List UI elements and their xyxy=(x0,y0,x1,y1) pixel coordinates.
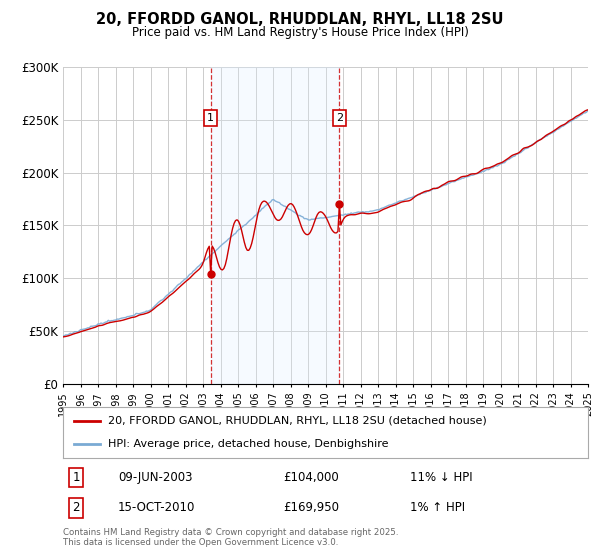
Bar xyxy=(211,67,340,384)
Text: £104,000: £104,000 xyxy=(284,471,339,484)
Text: HPI: Average price, detached house, Denbighshire: HPI: Average price, detached house, Denb… xyxy=(107,439,388,449)
Text: £169,950: £169,950 xyxy=(284,501,340,515)
Text: 09-JUN-2003: 09-JUN-2003 xyxy=(118,471,193,484)
Text: 2: 2 xyxy=(73,501,80,515)
Text: Price paid vs. HM Land Registry's House Price Index (HPI): Price paid vs. HM Land Registry's House … xyxy=(131,26,469,39)
Text: 11% ↓ HPI: 11% ↓ HPI xyxy=(409,471,472,484)
Text: 20, FFORDD GANOL, RHUDDLAN, RHYL, LL18 2SU (detached house): 20, FFORDD GANOL, RHUDDLAN, RHYL, LL18 2… xyxy=(107,416,487,426)
Text: 1: 1 xyxy=(73,471,80,484)
Text: 1% ↑ HPI: 1% ↑ HPI xyxy=(409,501,464,515)
Text: 1: 1 xyxy=(207,113,214,123)
Text: 20, FFORDD GANOL, RHUDDLAN, RHYL, LL18 2SU: 20, FFORDD GANOL, RHUDDLAN, RHYL, LL18 2… xyxy=(96,12,504,27)
Text: 15-OCT-2010: 15-OCT-2010 xyxy=(118,501,196,515)
Text: Contains HM Land Registry data © Crown copyright and database right 2025.
This d: Contains HM Land Registry data © Crown c… xyxy=(63,528,398,547)
Text: 2: 2 xyxy=(336,113,343,123)
